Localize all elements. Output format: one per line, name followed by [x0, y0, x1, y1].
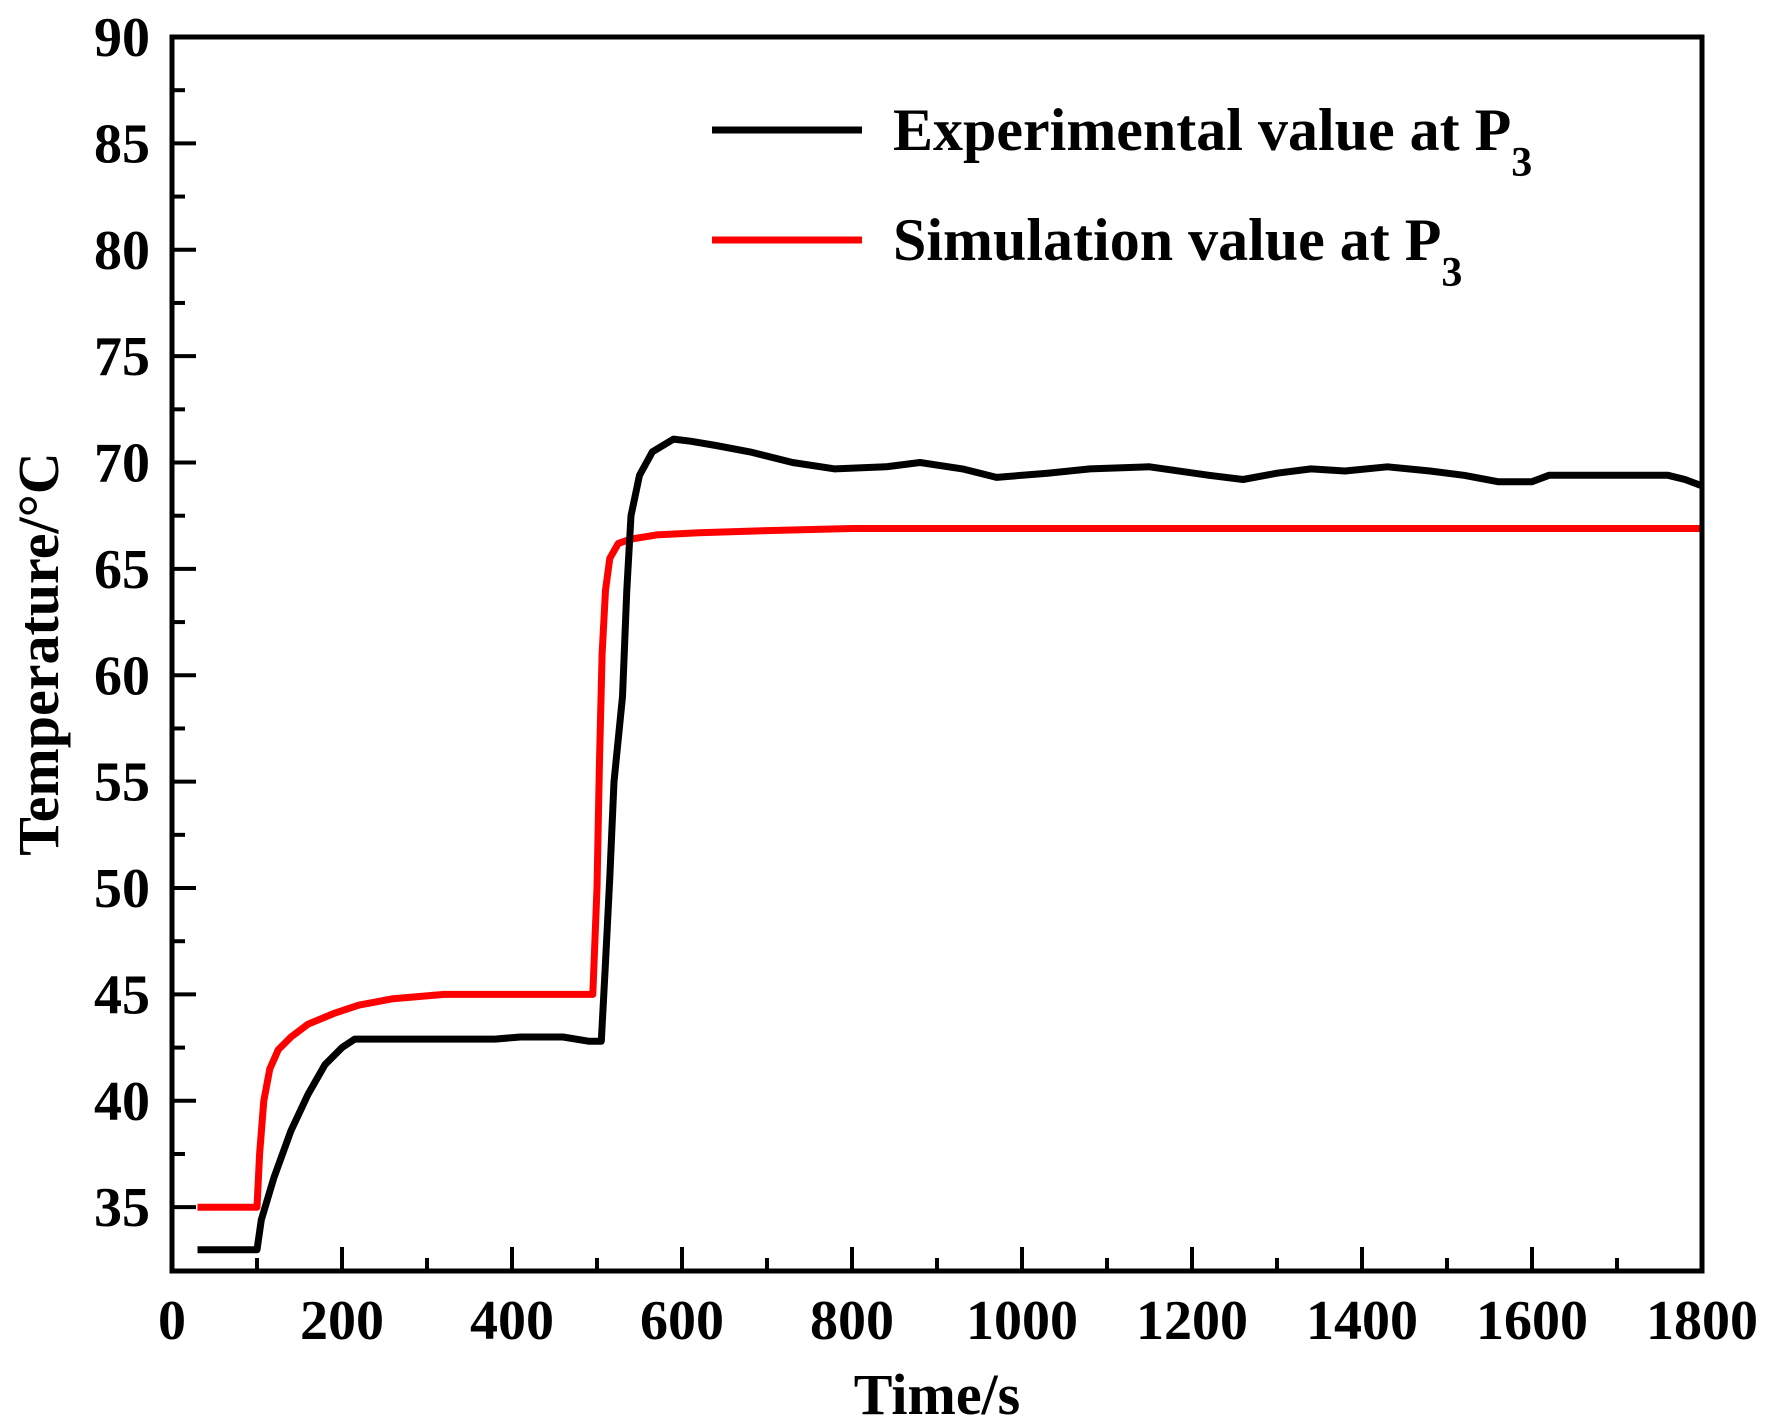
y-tick-label: 80 — [94, 220, 150, 282]
y-tick-label: 60 — [94, 645, 150, 707]
x-tick-label: 600 — [640, 1290, 724, 1352]
y-tick-label: 55 — [94, 752, 150, 814]
y-tick-label: 35 — [94, 1177, 150, 1239]
y-axis-title: Temperature/°C — [6, 452, 71, 855]
y-tick-label: 90 — [94, 7, 150, 69]
x-tick-label: 1800 — [1646, 1290, 1758, 1352]
y-tick-label: 40 — [94, 1071, 150, 1133]
x-tick-label: 1400 — [1306, 1290, 1418, 1352]
legend-label-simulation: Simulation value at P3 — [893, 207, 1462, 296]
y-tick-label: 70 — [94, 433, 150, 495]
x-tick-labels: 0 200 400 600 800 1000 1200 1400 1600 1800 — [158, 1290, 1758, 1352]
legend-label-text: Simulation value at P — [893, 207, 1441, 273]
plot-frame — [169, 34, 1705, 1274]
y-tick-label: 45 — [94, 964, 150, 1026]
x-tick-label: 800 — [810, 1290, 894, 1352]
x-tick-label: 1000 — [966, 1290, 1078, 1352]
y-tick-label: 85 — [94, 113, 150, 175]
x-tick-label: 400 — [470, 1290, 554, 1352]
x-tick-label: 0 — [158, 1290, 186, 1352]
series-line-experimental — [197, 435, 1702, 1254]
y-tick-label: 50 — [94, 858, 150, 920]
x-tick-label: 1600 — [1476, 1290, 1588, 1352]
series-line-simulation — [197, 525, 1702, 1211]
legend-label-text: Experimental value at P — [893, 97, 1511, 163]
legend-label-subscript: 3 — [1511, 140, 1532, 186]
x-tick-label: 200 — [300, 1290, 384, 1352]
y-tick-labels: 35 40 45 50 55 60 65 70 75 80 85 90 — [94, 7, 150, 1239]
y-tick-label: 75 — [94, 326, 150, 388]
legend-label-experimental: Experimental value at P3 — [893, 97, 1532, 186]
y-tick-label: 65 — [94, 539, 150, 601]
x-axis-title: Time/s — [854, 1362, 1021, 1419]
series-lines — [197, 435, 1702, 1254]
legend-label-subscript: 3 — [1441, 250, 1462, 296]
x-tick-label: 1200 — [1136, 1290, 1248, 1352]
